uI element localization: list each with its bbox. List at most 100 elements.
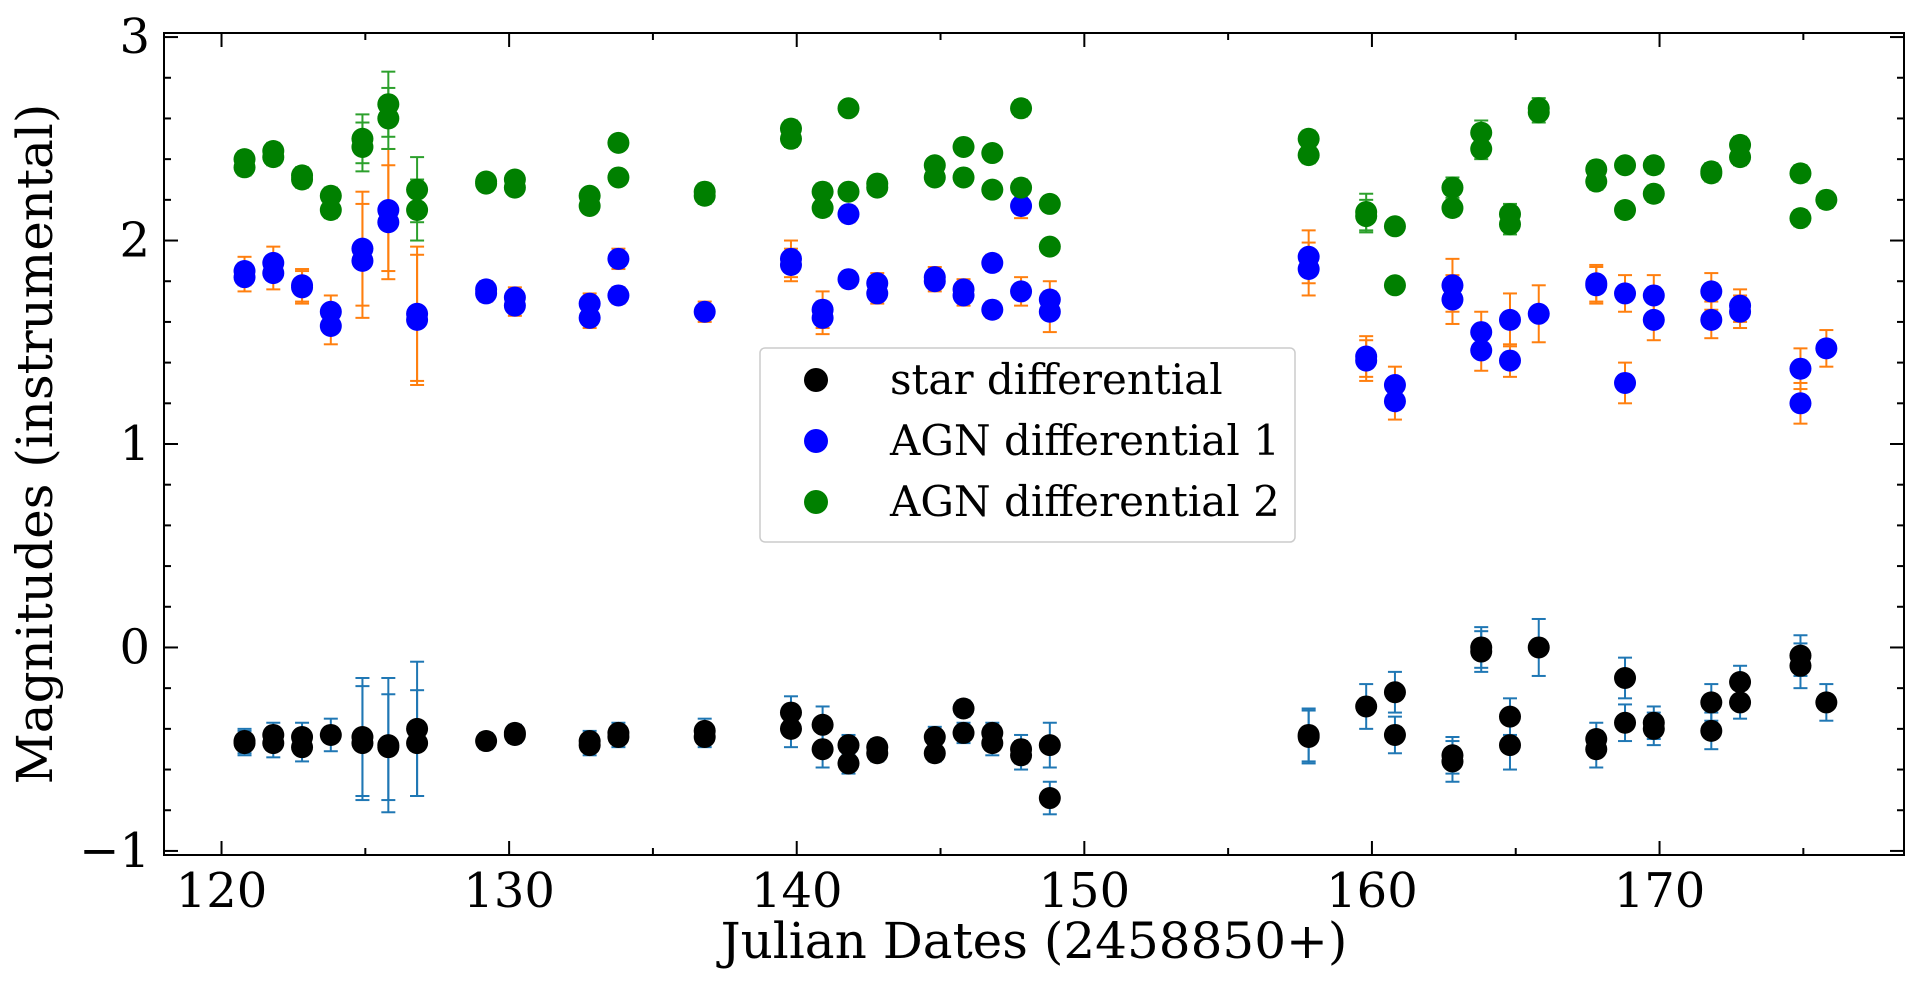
x-tick-label: 160 [1326, 863, 1418, 919]
data-point [1355, 349, 1378, 372]
data-point [262, 146, 285, 169]
data-point [981, 298, 1004, 321]
data-point [1297, 725, 1320, 748]
data-point [291, 736, 314, 759]
data-point [866, 282, 889, 305]
data-point [1470, 121, 1493, 144]
legend-label-agn-1: AGN differential 1 [889, 416, 1280, 465]
data-point [1383, 390, 1406, 413]
data-point [503, 294, 526, 317]
data-point [1614, 199, 1637, 222]
data-point [1527, 302, 1550, 325]
data-point [952, 135, 975, 158]
data-point [475, 282, 498, 305]
data-point [351, 249, 374, 272]
data-point [1789, 207, 1812, 230]
data-point [406, 199, 429, 222]
data-point [1700, 280, 1723, 303]
data-point [377, 736, 400, 759]
data-point [291, 276, 314, 299]
data-point [1010, 97, 1033, 120]
legend-marker-agn-2 [804, 490, 828, 514]
data-point [1297, 127, 1320, 150]
data-point [1729, 671, 1752, 694]
data-point [1585, 738, 1608, 761]
data-point [377, 211, 400, 234]
data-point [1789, 654, 1812, 677]
y-axis-label: Magnitudes (instrumental) [6, 104, 64, 785]
data-point [1441, 288, 1464, 311]
data-point [1498, 213, 1521, 236]
data-point [607, 166, 630, 189]
data-point [607, 131, 630, 154]
data-point [1383, 274, 1406, 297]
data-point [1441, 196, 1464, 219]
y-tick-label: 3 [119, 9, 150, 65]
data-point [1498, 308, 1521, 331]
data-point [866, 176, 889, 199]
data-point [981, 178, 1004, 201]
data-point [1498, 734, 1521, 757]
data-point [1441, 750, 1464, 773]
legend-marker-agn-1 [804, 429, 828, 453]
data-point [1614, 711, 1637, 734]
data-point [837, 97, 860, 120]
data-point [923, 725, 946, 748]
data-point [578, 194, 601, 217]
data-point [475, 730, 498, 753]
data-point [1815, 691, 1838, 714]
data-point [1038, 787, 1061, 810]
data-point [952, 166, 975, 189]
data-point [475, 172, 498, 195]
data-point [1498, 705, 1521, 728]
data-point [607, 725, 630, 748]
data-point [233, 732, 256, 755]
data-point [351, 135, 374, 158]
data-point [837, 752, 860, 775]
data-point [981, 251, 1004, 274]
data-point [952, 697, 975, 720]
data-point [607, 284, 630, 307]
data-point [693, 725, 716, 748]
y-tick-label: 1 [119, 416, 150, 472]
data-point [1729, 691, 1752, 714]
data-point [406, 732, 429, 755]
data-point [578, 734, 601, 757]
data-point [866, 742, 889, 765]
data-point [1815, 188, 1838, 211]
data-points [233, 93, 1838, 810]
data-point [1729, 146, 1752, 169]
data-point [811, 306, 834, 329]
data-point [503, 176, 526, 199]
data-point [1297, 258, 1320, 281]
data-point [1614, 282, 1637, 305]
data-point [1700, 162, 1723, 185]
data-point [1789, 162, 1812, 185]
data-point [233, 156, 256, 179]
data-point [779, 701, 802, 724]
data-point [578, 306, 601, 329]
data-point [811, 713, 834, 736]
data-point [1383, 681, 1406, 704]
data-point [319, 199, 342, 222]
data-point [693, 184, 716, 207]
data-point [779, 717, 802, 740]
data-point [291, 168, 314, 191]
legend-marker-star [804, 368, 828, 392]
data-point [233, 266, 256, 289]
data-point [1383, 215, 1406, 238]
data-point [1470, 321, 1493, 344]
data-point [1700, 308, 1723, 331]
data-point [1729, 300, 1752, 323]
data-point [1642, 154, 1665, 177]
data-point [779, 127, 802, 150]
data-point [837, 734, 860, 757]
data-point [1470, 339, 1493, 362]
data-point [1383, 373, 1406, 396]
legend-box [759, 347, 1296, 543]
data-point [837, 180, 860, 203]
data-point [377, 107, 400, 130]
data-point [1642, 182, 1665, 205]
data-point [811, 196, 834, 219]
